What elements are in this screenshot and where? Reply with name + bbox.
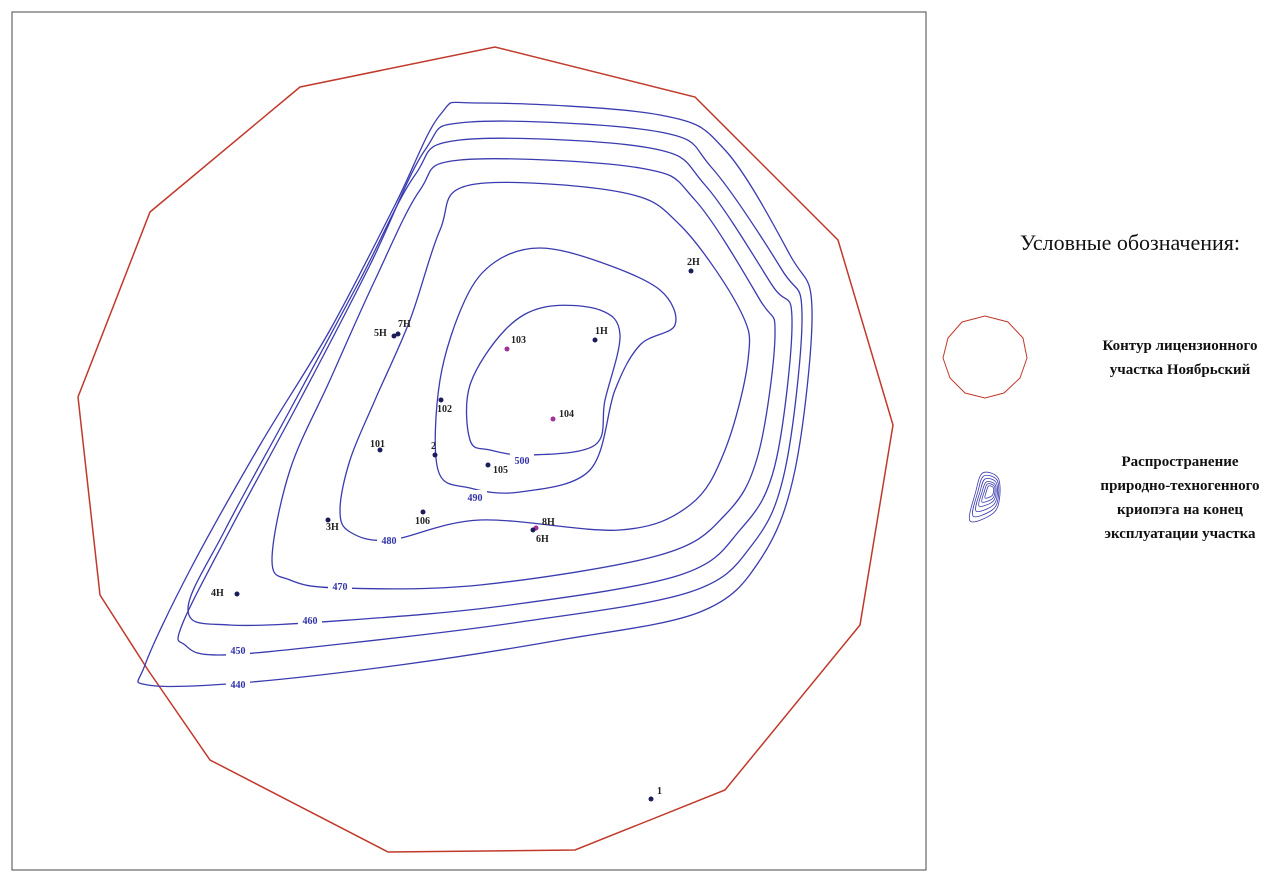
well-label: 2 [431, 441, 436, 452]
legend-label: Контур лицензионного [1103, 338, 1258, 354]
contour-label-bg [226, 643, 250, 656]
legend-label: Распространение [1121, 454, 1238, 470]
legend-label: эксплуатации участка [1104, 526, 1256, 542]
contour-label: 490 [468, 493, 483, 504]
legend-contour [984, 485, 995, 499]
contour-label-bg [510, 453, 534, 466]
well-label: 1 [657, 786, 662, 797]
contour-line [187, 137, 793, 627]
contour-label-bg [226, 677, 250, 690]
well-marker [325, 517, 331, 523]
wells: 2H 1H 103 7H 5H 102 104 101 2 105 3H 106 8H 6H 4H 1 [211, 257, 700, 802]
well-marker [377, 447, 383, 453]
legend-boundary-icon [942, 315, 1028, 399]
well-label: 4H [211, 588, 224, 599]
well-marker [395, 331, 401, 337]
contour-line [271, 158, 776, 590]
map-frame [11, 11, 927, 871]
well-label: 7H [398, 319, 411, 330]
legend-contour-icon [968, 471, 1001, 523]
well-label: 1H [595, 326, 608, 337]
well-marker [648, 796, 654, 802]
well-label: 104 [559, 409, 574, 420]
contour-label-bg [298, 613, 322, 626]
well-marker [234, 591, 240, 597]
legend-label: криопэга на конец [1117, 502, 1243, 518]
contour-label: 450 [231, 646, 246, 657]
well-marker [530, 527, 536, 533]
well-label: 105 [493, 465, 508, 476]
well-label: 3H [326, 522, 339, 533]
well-label: 103 [511, 335, 526, 346]
contour-label-bg [328, 579, 352, 592]
well-marker [504, 346, 510, 352]
contour-label: 440 [231, 680, 246, 691]
contour-line [177, 120, 803, 656]
legend-contour [981, 483, 996, 503]
well-label: 5H [374, 328, 387, 339]
contour-label: 500 [515, 456, 530, 467]
contours: 440 450 460 470 480 490 500 [137, 101, 813, 691]
contour-label: 460 [303, 616, 318, 627]
legend-contour [968, 471, 1001, 523]
well-label: 106 [415, 516, 430, 527]
well-marker [550, 416, 556, 422]
well-marker [391, 333, 397, 339]
well-marker [592, 337, 598, 343]
contour-label: 480 [382, 536, 397, 547]
well-label: 8H [542, 517, 555, 528]
contour-line [137, 101, 813, 688]
well-label: 102 [437, 404, 452, 415]
well-marker [438, 397, 444, 403]
well-marker [432, 452, 438, 458]
legend-contour [972, 474, 1000, 518]
contour-label: 470 [333, 582, 348, 593]
legend-label: участка Ноябрьский [1110, 362, 1251, 378]
legend-label: природно-техногенного [1100, 478, 1259, 494]
contour-line [434, 247, 677, 494]
contour-line [339, 181, 751, 542]
license-boundary [77, 46, 894, 853]
legend-title: Условные обозначения: [1020, 230, 1240, 255]
well-marker [420, 509, 426, 515]
legend-contour [978, 481, 997, 507]
legend-contour [975, 478, 998, 512]
well-marker [485, 462, 491, 468]
well-label: 2H [687, 257, 700, 268]
contour-label-bg [377, 533, 401, 546]
well-label: 101 [370, 439, 385, 450]
well-label: 6H [536, 534, 549, 545]
well-marker [688, 268, 694, 274]
contour-label-bg [463, 490, 487, 503]
